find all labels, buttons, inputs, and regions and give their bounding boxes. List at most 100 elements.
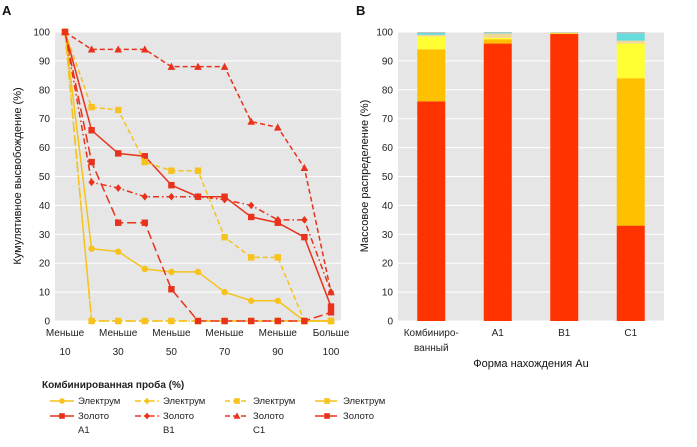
- data-point: [115, 317, 122, 325]
- data-point: [327, 317, 335, 325]
- legend-label: Золото: [78, 411, 109, 422]
- y-tick-label: 40: [39, 201, 51, 212]
- legend-sublabel: B1: [163, 425, 175, 436]
- bar-segment: [616, 225, 645, 321]
- panel-b-y-axis-title: Массовое распределение (%): [359, 100, 371, 253]
- data-point: [141, 317, 148, 325]
- panel-b-chart: B 0 10 20 30 40 50 60 70 80 90 100 Комбиниро-ванны…: [356, 3, 664, 370]
- y-tick-label: 100: [376, 28, 393, 39]
- data-point: [221, 233, 228, 241]
- data-point: [274, 123, 282, 131]
- legend-label: Электрум: [343, 396, 385, 407]
- legend-label: Золото: [343, 411, 374, 422]
- data-point: [274, 297, 281, 304]
- bar-segment: [616, 40, 645, 44]
- y-tick-label: 10: [39, 288, 51, 299]
- y-tick-label: 20: [39, 259, 51, 270]
- panel-a-y-axis-title: Кумулятивное высвобождение (%): [12, 87, 24, 264]
- y-tick-label: 90: [382, 56, 394, 67]
- data-point: [115, 150, 122, 157]
- y-tick-label: 20: [382, 259, 394, 270]
- data-point: [327, 288, 335, 296]
- data-point: [141, 158, 148, 166]
- legend-item: Золото: [315, 411, 374, 422]
- data-point: [221, 317, 228, 325]
- legend-label: Электрум: [253, 396, 295, 407]
- data-point: [248, 297, 255, 304]
- bar-segment: [616, 43, 645, 79]
- series-3: [61, 28, 335, 296]
- data-point: [248, 201, 255, 210]
- x-tick-label: 30: [113, 347, 125, 358]
- x-tick-label: Меньше: [99, 328, 138, 339]
- x-tick-label: B1: [558, 328, 571, 339]
- y-tick-label: 70: [39, 114, 51, 125]
- bar-segment: [483, 32, 512, 33]
- bar-segment: [616, 33, 645, 41]
- data-point: [301, 216, 308, 224]
- data-point: [141, 192, 148, 201]
- data-point: [301, 317, 308, 325]
- data-point: [168, 181, 175, 189]
- legend-item: Электрум: [225, 396, 295, 407]
- data-point: [248, 213, 255, 221]
- legend-label: Золото: [253, 411, 284, 422]
- data-point: [247, 117, 255, 125]
- x-tick-label: Комбиниро-: [404, 327, 459, 339]
- data-point: [88, 317, 95, 325]
- data-point: [144, 412, 150, 420]
- data-point: [220, 62, 229, 70]
- y-tick-label: 50: [39, 172, 51, 183]
- data-point: [168, 317, 175, 325]
- data-point: [88, 158, 95, 166]
- legend-item: Золото C1: [225, 411, 284, 436]
- panel-b-x-ticks: Комбиниро-ванный A1 B1 C1: [404, 327, 638, 354]
- x-tick-label: Меньше: [259, 328, 298, 339]
- data-point: [61, 28, 69, 36]
- data-point: [194, 62, 202, 70]
- bar-segment: [417, 101, 446, 321]
- series-7: [61, 28, 335, 325]
- bar-segment: [483, 33, 512, 38]
- bar-segment: [417, 32, 446, 35]
- data-point: [141, 153, 148, 160]
- y-tick-label: 70: [382, 114, 394, 125]
- series-line: [64, 31, 332, 293]
- x-tick-label: A1: [492, 328, 505, 339]
- y-tick-label: 0: [44, 317, 50, 328]
- data-point: [233, 412, 241, 419]
- bar-segment: [483, 43, 512, 322]
- y-tick-label: 30: [382, 230, 394, 241]
- bar-segment: [483, 37, 512, 40]
- y-tick-label: 40: [382, 201, 394, 212]
- data-point: [300, 163, 309, 172]
- y-tick-label: 80: [39, 85, 51, 96]
- legend-items: Электрум Электрум Электрум Электрум Золото A1…: [50, 396, 385, 436]
- data-point: [168, 286, 175, 293]
- y-tick-label: 90: [39, 56, 51, 67]
- bar-segment: [417, 36, 446, 50]
- panel-a-letter: A: [2, 3, 12, 18]
- data-point: [141, 265, 148, 273]
- data-point: [167, 62, 176, 70]
- data-point: [194, 268, 202, 276]
- data-point: [59, 398, 65, 404]
- data-point: [327, 309, 335, 316]
- data-point: [144, 397, 150, 405]
- panel-b-bars: [417, 32, 645, 322]
- y-tick-label: 50: [382, 172, 394, 183]
- y-tick-label: 100: [33, 28, 50, 39]
- data-point: [59, 413, 65, 419]
- x-tick-label: 50: [166, 347, 178, 358]
- y-tick-label: 60: [39, 143, 51, 154]
- data-point: [221, 195, 228, 204]
- data-point: [88, 178, 95, 187]
- x-tick-label: Меньше: [46, 328, 85, 339]
- data-point: [87, 45, 96, 53]
- bar-segment: [616, 32, 645, 34]
- x-tick-label: 10: [59, 347, 71, 358]
- data-point: [234, 398, 240, 404]
- x-tick-label: C1: [624, 328, 637, 339]
- data-point: [115, 219, 122, 226]
